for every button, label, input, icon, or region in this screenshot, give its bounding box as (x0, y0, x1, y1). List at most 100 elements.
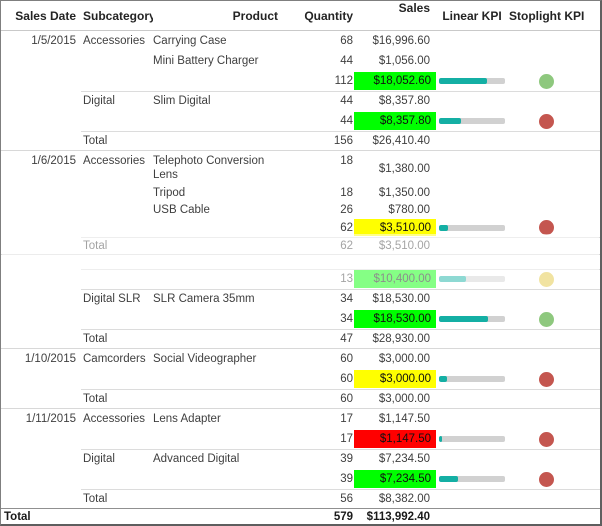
table-row[interactable]: Digital SLR SLR Camera 35mm 34 $18,530.0… (1, 289, 600, 309)
quantity-cell: 62 (340, 221, 353, 234)
quantity-cell: 112 (334, 75, 353, 87)
subtotal-row[interactable]: 112 $18,052.60 (1, 71, 600, 91)
subtotal-row[interactable]: 34 $18,530.00 (1, 309, 600, 329)
sales-cell: $3,510.00 (378, 240, 430, 252)
sales-cell: $26,410.40 (372, 135, 430, 147)
quantity-cell: 47 (340, 333, 353, 345)
sales-cell: $1,147.50 (378, 413, 430, 425)
stoplight-indicator-yellow (539, 271, 554, 287)
stoplight-kpi-cell (511, 369, 600, 389)
stoplight-kpi-cell (511, 71, 600, 91)
table-row[interactable]: 1/10/2015 Camcorders Social Videographer… (1, 349, 600, 369)
sales-date-cell: 1/11/2015 (25, 413, 76, 425)
stoplight-kpi-cell (509, 409, 600, 429)
quantity-cell: 44 (340, 55, 353, 67)
sales-cell: $1,350.00 (378, 186, 430, 199)
stoplight-kpi-cell (509, 329, 600, 349)
table-row[interactable]: Digital Advanced Digital 39 $7,234.50 (1, 449, 600, 469)
column-header-sales-date[interactable]: Sales Date (15, 8, 76, 23)
stoplight-kpi-cell (509, 131, 600, 151)
column-header-quantity[interactable]: Quantity (304, 8, 353, 23)
sales-cell: $3,000.00 (378, 353, 430, 365)
total-row[interactable]: Total 47 $28,930.00 (1, 329, 600, 349)
column-header-subcategory[interactable]: Subcategory (83, 8, 153, 23)
subtotal-row[interactable]: 39 $7,234.50 (1, 469, 600, 489)
table-row[interactable]: USB Cable 26 $780.00 (1, 201, 600, 218)
sales-kpi-highlight-cell: $8,357.80 (354, 112, 436, 130)
sales-kpi-highlight-cell: $3,000.00 (354, 370, 436, 388)
sales-cell: $780.00 (388, 203, 430, 216)
row-divider (81, 449, 600, 450)
subcategory-cell: Total (83, 493, 108, 505)
sales-cell: $8,382.00 (378, 493, 430, 505)
sales-cell (353, 255, 435, 269)
linear-kpi-cell (437, 118, 511, 124)
row-divider (81, 91, 600, 92)
linear-kpi-bar-fill (439, 476, 459, 482)
total-row[interactable]: Total 60 $3,000.00 (1, 389, 600, 409)
stoplight-kpi-cell (509, 237, 600, 255)
total-row[interactable]: Total 156 $26,410.40 (1, 131, 600, 151)
stoplight-kpi-cell (509, 91, 600, 111)
stoplight-kpi-cell (509, 449, 600, 469)
subcategory-cell: Accessories (83, 35, 145, 47)
subtotal-row[interactable]: 44 $8,357.80 (1, 111, 600, 131)
column-header-sales[interactable]: Sales (398, 1, 430, 15)
sales-kpi-highlight-cell: $3,510.00 (354, 219, 436, 236)
subcategory-cell: Digital (83, 453, 115, 465)
sales-date-cell: Total (4, 510, 31, 523)
linear-kpi-cell (437, 78, 511, 84)
quantity-cell: 18 (340, 155, 353, 167)
linear-kpi-cell (437, 224, 511, 231)
sales-cell: $18,530.00 (372, 293, 430, 305)
sales-kpi-highlight-cell: $1,147.50 (354, 430, 436, 448)
linear-kpi-cell (435, 151, 509, 154)
subtotal-row[interactable]: 60 $3,000.00 (1, 369, 600, 389)
quantity-cell: 60 (340, 373, 353, 385)
stoplight-indicator-green (539, 73, 554, 89)
total-row[interactable]: Total 56 $8,382.00 (1, 489, 600, 509)
header-row: Sales Date Subcategory Product Quantity … (1, 1, 600, 31)
stoplight-indicator-red (539, 371, 554, 387)
table-row[interactable]: Digital Slim Digital 44 $8,357.80 (1, 91, 600, 111)
hidden-row[interactable] (1, 255, 600, 269)
linear-kpi-bar (439, 316, 505, 322)
quantity-cell: 44 (340, 95, 353, 107)
grand-total-row[interactable]: Total 579 $113,992.40 (1, 509, 600, 524)
column-header-product[interactable]: Product (232, 8, 278, 23)
quantity-cell: 18 (340, 186, 353, 199)
quantity-cell: 62 (340, 240, 353, 252)
column-header-stoplight-kpi[interactable]: Stoplight KPI (509, 8, 585, 23)
subtotal-row[interactable]: 17 $1,147.50 (1, 429, 600, 449)
linear-kpi-bar (439, 78, 505, 84)
linear-kpi-bar-fill (439, 376, 447, 382)
row-divider (81, 237, 600, 238)
quantity-cell: 13 (340, 273, 353, 285)
stoplight-indicator-red (539, 113, 554, 129)
total-row[interactable]: Total 62 $3,510.00 (1, 237, 600, 255)
table-row[interactable]: 1/5/2015 Accessories Carrying Case 68 $1… (1, 31, 600, 51)
quantity-cell: 26 (340, 203, 353, 216)
linear-kpi-cell (437, 276, 511, 282)
linear-kpi-cell (437, 436, 511, 442)
stoplight-kpi-cell (509, 489, 600, 509)
linear-kpi-cell (437, 376, 511, 382)
table-row[interactable]: Mini Battery Charger 44 $1,056.00 (1, 51, 600, 71)
table-row[interactable]: 1/11/2015 Accessories Lens Adapter 17 $1… (1, 409, 600, 429)
stoplight-indicator-red (539, 471, 554, 487)
sales-kpi-highlight-cell: $7,234.50 (354, 470, 436, 488)
linear-kpi-bar (439, 376, 505, 382)
linear-kpi-bar-fill (439, 118, 461, 124)
subtotal-row[interactable]: 62 $3,510.00 (1, 218, 600, 237)
table-row[interactable]: 1/6/2015 Accessories Telephoto Conversio… (1, 151, 600, 184)
product-cell: USB Cable (153, 203, 210, 216)
product-cell: Mini Battery Charger (153, 55, 259, 67)
linear-kpi-bar-fill (439, 78, 487, 84)
date-group-divider (1, 150, 600, 151)
subtotal-row[interactable]: 13 $10,400.00 (1, 269, 600, 289)
linear-kpi-bar (439, 224, 505, 231)
column-header-linear-kpi[interactable]: Linear KPI (442, 8, 502, 23)
table-row[interactable]: Tripod 18 $1,350.00 (1, 184, 600, 201)
quantity-cell: 17 (340, 413, 353, 425)
